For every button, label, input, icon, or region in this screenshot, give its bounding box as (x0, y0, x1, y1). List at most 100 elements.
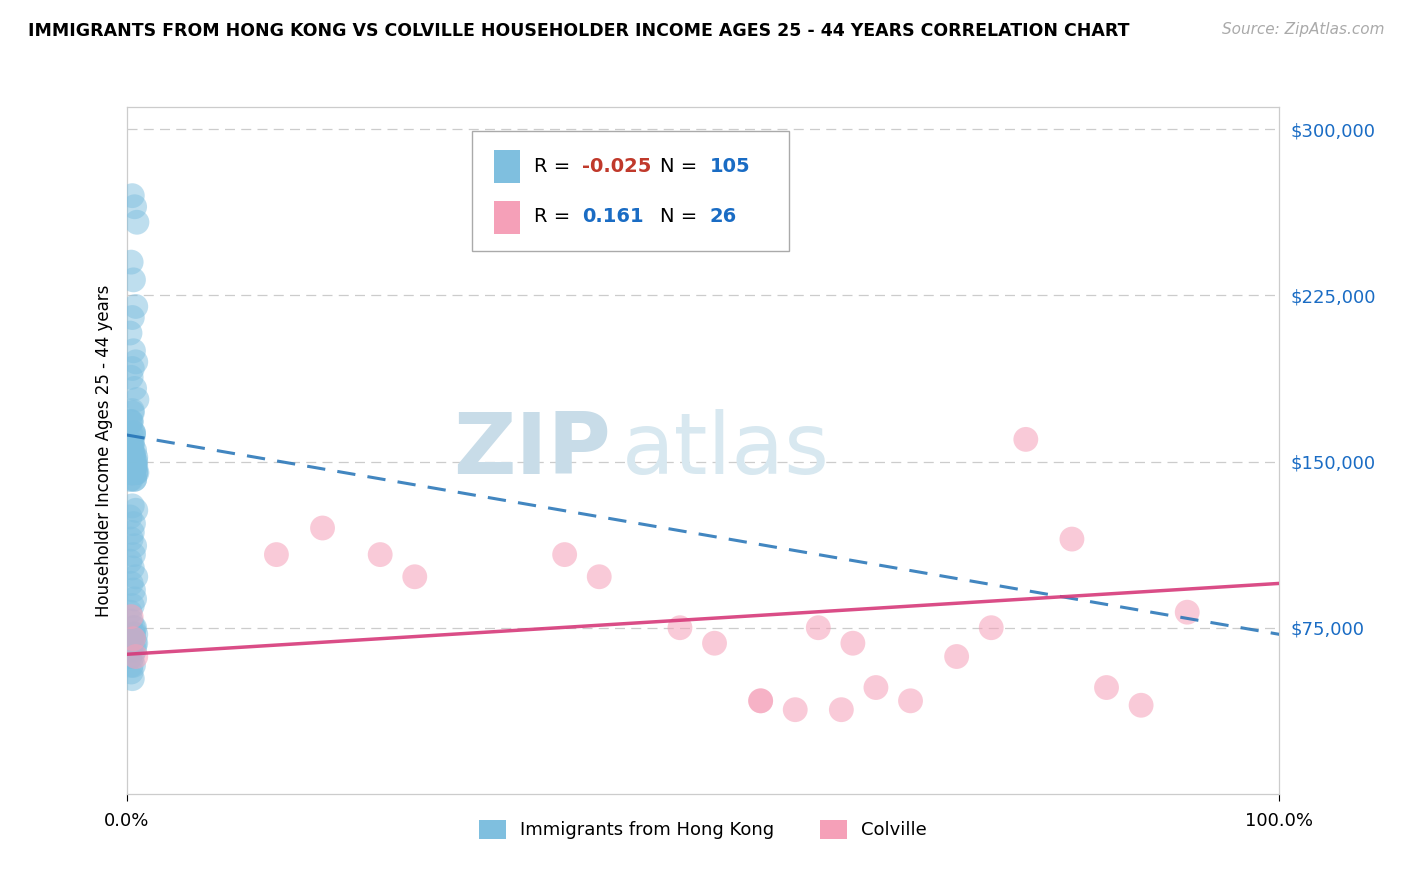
Point (122, 273, 145, 287)
Point (124, 539, 146, 553)
Text: R =: R = (533, 207, 569, 226)
Point (124, 636, 146, 650)
Point (121, 443, 143, 458)
Point (121, 437, 143, 451)
Point (120, 370, 142, 384)
Point (120, 466, 142, 480)
Point (125, 636, 148, 650)
Text: atlas: atlas (623, 409, 831, 492)
Point (120, 532, 142, 546)
Point (830, 703, 852, 717)
Point (124, 472, 146, 486)
Point (121, 466, 143, 480)
Point (669, 621, 692, 635)
Point (121, 499, 143, 513)
Point (842, 636, 865, 650)
Point (368, 548, 391, 562)
Point (122, 450, 145, 464)
Point (120, 658, 142, 673)
Bar (495, 202, 520, 235)
Point (1095, 681, 1118, 695)
Point (121, 406, 143, 420)
Point (121, 672, 143, 686)
Point (124, 472, 146, 486)
Point (125, 503, 148, 517)
Point (121, 525, 143, 540)
Point (945, 649, 967, 664)
Point (122, 548, 145, 562)
Point (121, 448, 143, 462)
Point (118, 472, 141, 486)
Point (125, 450, 148, 464)
Point (125, 570, 148, 584)
Point (118, 605, 141, 619)
Point (120, 614, 142, 628)
Point (121, 466, 143, 480)
Point (121, 466, 143, 480)
Point (120, 466, 142, 480)
Point (749, 694, 772, 708)
Point (118, 448, 141, 462)
Point (122, 466, 145, 480)
Point (865, 681, 887, 695)
Text: Source: ZipAtlas.com: Source: ZipAtlas.com (1222, 22, 1385, 37)
Point (121, 466, 143, 480)
Point (122, 458, 145, 473)
Point (122, 466, 145, 480)
Point (122, 448, 145, 462)
Point (125, 458, 148, 473)
Point (1175, 605, 1198, 619)
Point (121, 310, 143, 325)
Y-axis label: Householder Income Ages 25 - 44 years: Householder Income Ages 25 - 44 years (94, 285, 112, 616)
Point (122, 343, 145, 358)
Point (121, 466, 143, 480)
Text: IMMIGRANTS FROM HONG KONG VS COLVILLE HOUSEHOLDER INCOME AGES 25 - 44 YEARS CORR: IMMIGRANTS FROM HONG KONG VS COLVILLE HO… (28, 22, 1129, 40)
Point (266, 548, 288, 562)
Point (121, 636, 143, 650)
Point (980, 621, 1002, 635)
Point (121, 403, 143, 417)
Text: -0.025: -0.025 (582, 157, 651, 177)
Point (124, 443, 146, 458)
Point (122, 658, 145, 673)
Point (124, 454, 146, 468)
Point (122, 621, 145, 635)
Point (554, 548, 576, 562)
Point (118, 415, 141, 429)
Point (124, 381, 146, 395)
Text: 0.161: 0.161 (582, 207, 644, 226)
Point (120, 415, 142, 429)
Point (120, 458, 142, 473)
Point (124, 591, 146, 606)
Text: 26: 26 (710, 207, 737, 226)
Point (118, 437, 141, 451)
Point (120, 458, 142, 473)
Point (121, 561, 143, 575)
Point (124, 458, 146, 473)
Point (118, 448, 141, 462)
Point (1060, 532, 1083, 546)
Point (122, 516, 145, 531)
Point (122, 428, 145, 442)
Point (703, 636, 725, 650)
Text: ZIP: ZIP (453, 409, 610, 492)
Point (125, 466, 148, 480)
Point (122, 425, 145, 440)
Point (121, 649, 143, 664)
Point (1130, 698, 1153, 713)
Point (120, 428, 142, 442)
Legend: Immigrants from Hong Kong, Colville: Immigrants from Hong Kong, Colville (472, 813, 934, 847)
Point (122, 425, 145, 440)
Point (125, 466, 148, 480)
Point (118, 326, 141, 340)
Text: N =: N = (661, 207, 697, 226)
Point (121, 437, 143, 451)
Point (122, 458, 145, 473)
Point (125, 392, 148, 407)
Point (122, 582, 145, 597)
Point (124, 458, 146, 473)
Text: 105: 105 (710, 157, 751, 177)
Point (125, 300, 148, 314)
Text: N =: N = (661, 157, 697, 177)
Point (120, 665, 142, 679)
